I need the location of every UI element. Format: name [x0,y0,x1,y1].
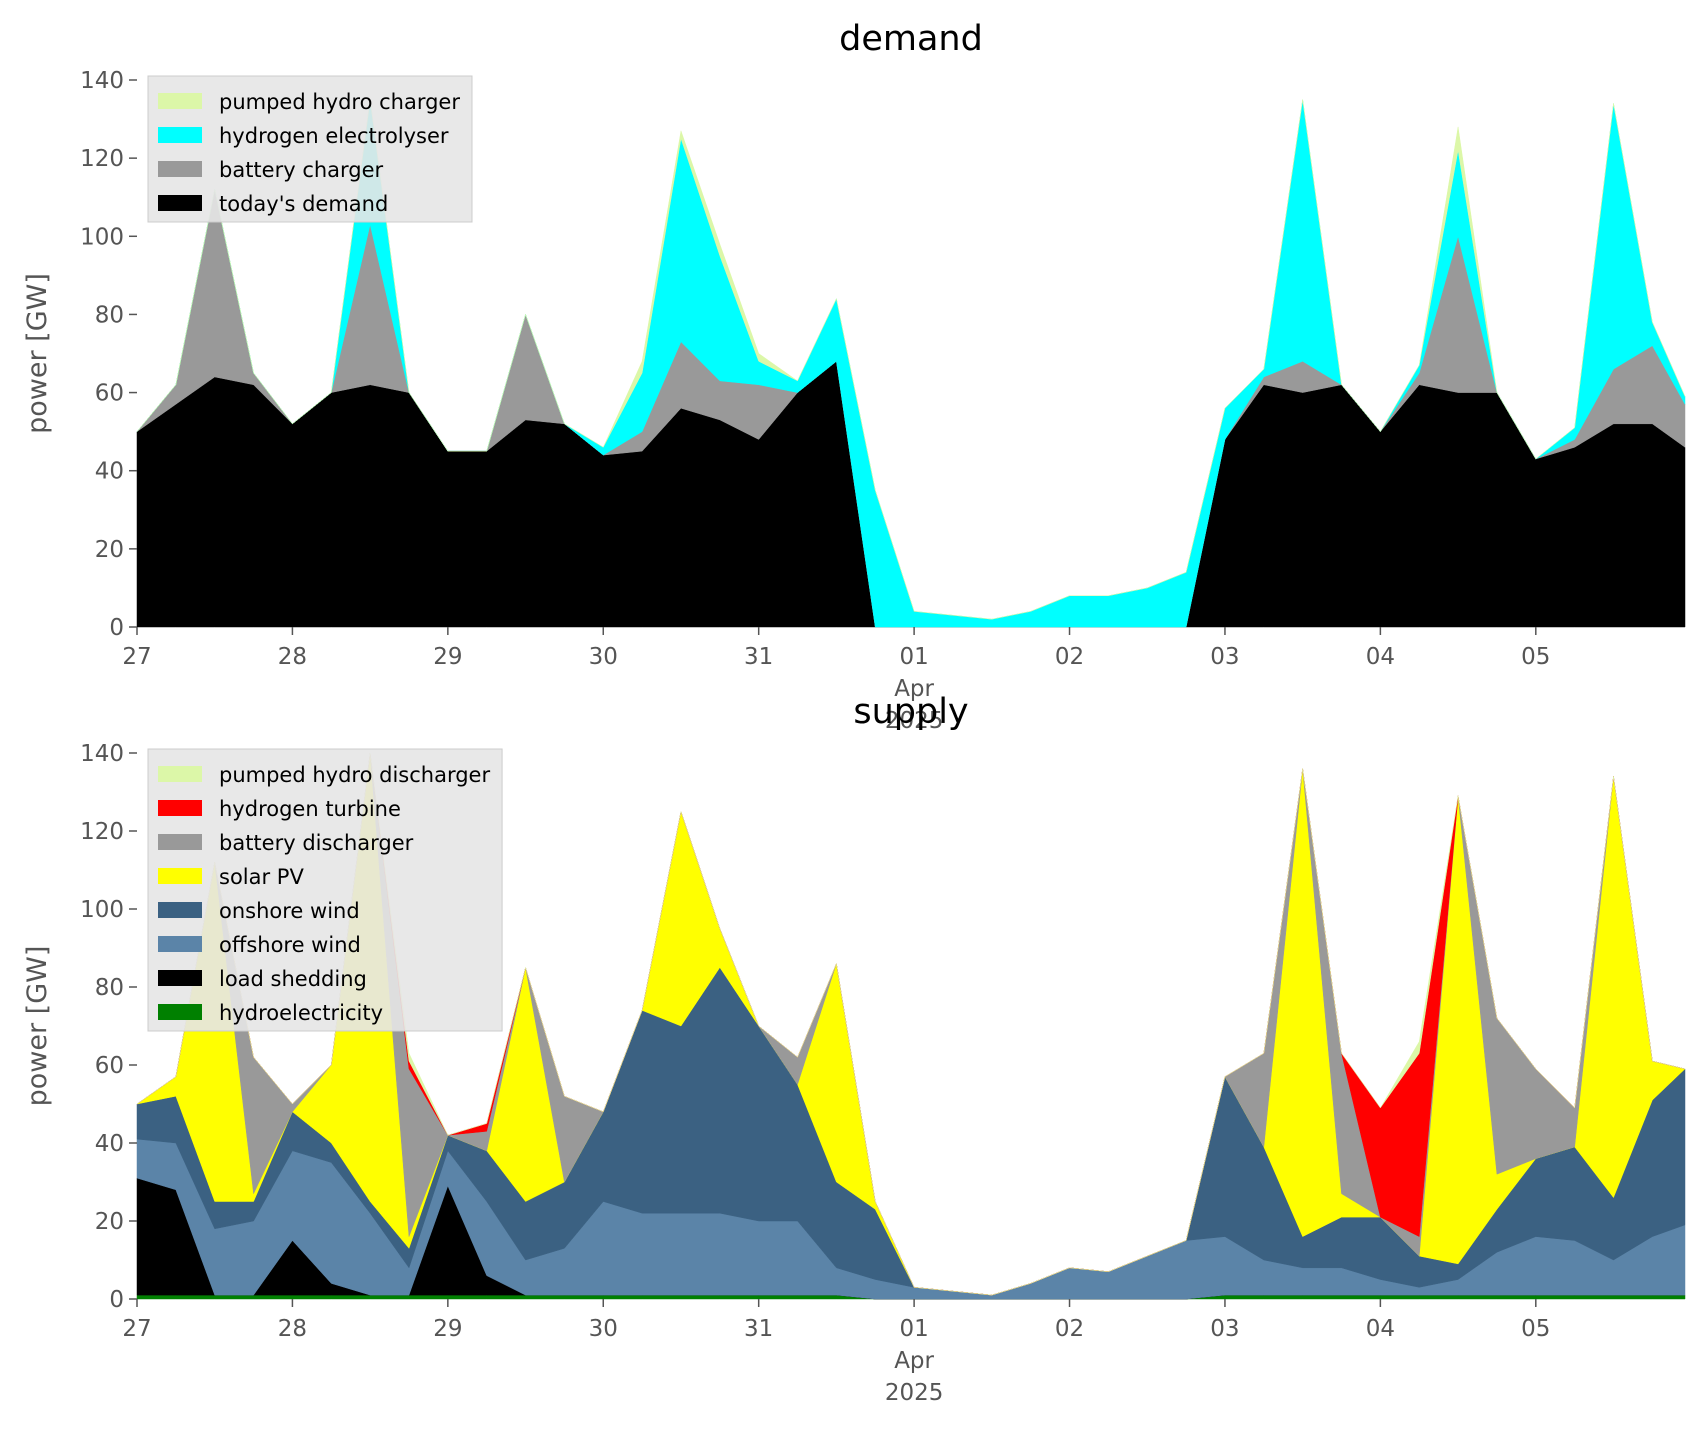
legend-swatch [158,800,202,816]
chart-title: supply [853,692,968,732]
y-axis-label: power [GW] [22,273,53,434]
legend: pumped hydro charger hydrogen electrolyse… [147,75,473,223]
legend-label: pumped hydro charger [219,90,460,114]
y-tick-label: 20 [95,537,124,563]
legend-box [147,748,503,1032]
x-tick-label: 28 [278,644,307,670]
legend-swatch [158,161,202,177]
y-axis-label: power [GW] [22,946,53,1107]
area-series [136,752,1686,1296]
area-series [136,360,1686,628]
y-tick-label: 60 [95,1053,124,1079]
x-tick-label: 04 [1366,1316,1395,1342]
x-tick-label: 03 [1210,1316,1239,1342]
legend-label: battery charger [219,158,384,182]
y-tick-label: 40 [95,459,124,485]
y-tick-label: 60 [95,381,124,407]
legend-swatch [158,936,202,952]
x-tick-label: 27 [122,1316,151,1342]
y-tick-label: 120 [80,819,124,845]
y-tick-label: 80 [95,975,124,1001]
y-tick-label: 100 [80,224,124,250]
y-tick-label: 0 [109,615,124,641]
x-tick-label: 30 [589,1316,618,1342]
legend-swatch [158,868,202,884]
x-tick-label: 05 [1521,1316,1550,1342]
x-tick-label: 30 [589,644,618,670]
legend-swatch [158,766,202,782]
legend-label: solar PV [219,865,304,889]
x-tick-label: 02 [1055,644,1084,670]
y-tick-label: 100 [80,897,124,923]
legend-label: hydrogen electrolyser [219,124,449,148]
legend-swatch [158,195,202,211]
y-tick-label: 140 [80,68,124,94]
legend-label: hydrogen turbine [219,797,401,821]
y-tick-label: 0 [109,1287,124,1313]
y-tick-label: 20 [95,1209,124,1235]
y-tick-label: 40 [95,1131,124,1157]
x-tick-label: 27 [122,644,151,670]
x-tick-label: 01 [899,644,928,670]
area-series [136,99,1686,620]
legend-swatch [158,1004,202,1020]
x-tick-label: 29 [433,1316,462,1342]
legend-label: battery discharger [219,831,414,855]
x-tick-label: 28 [278,1316,307,1342]
x-tick-label: 04 [1366,644,1395,670]
legend-label: hydroelectricity [219,1001,383,1025]
legend-swatch [158,834,202,850]
legend-swatch [158,93,202,109]
x-year-label: 2025 [885,1380,944,1406]
x-month-label: Apr [894,1348,934,1374]
legend-swatch [158,127,202,143]
legend-label: today's demand [219,192,388,216]
y-tick-label: 80 [95,302,124,328]
legend-label: onshore wind [219,899,360,923]
x-tick-label: 02 [1055,1316,1084,1342]
y-tick-label: 120 [80,146,124,172]
chart-title: demand [839,19,983,59]
x-tick-label: 31 [744,644,773,670]
legend-swatch [158,970,202,986]
x-month-label: Apr [894,676,934,702]
x-tick-label: 31 [744,1316,773,1342]
y-tick-label: 140 [80,741,124,767]
legend-label: pumped hydro discharger [219,763,490,787]
x-tick-label: 29 [433,644,462,670]
x-tick-label: 01 [899,1316,928,1342]
x-year-label: 2025 [885,708,944,734]
x-tick-label: 05 [1521,644,1550,670]
legend-swatch [158,902,202,918]
legend: pumped hydro discharger hydrogen turbine b… [147,748,503,1032]
legend-label: offshore wind [219,933,361,957]
x-tick-label: 03 [1210,644,1239,670]
legend-label: load shedding [219,967,367,991]
